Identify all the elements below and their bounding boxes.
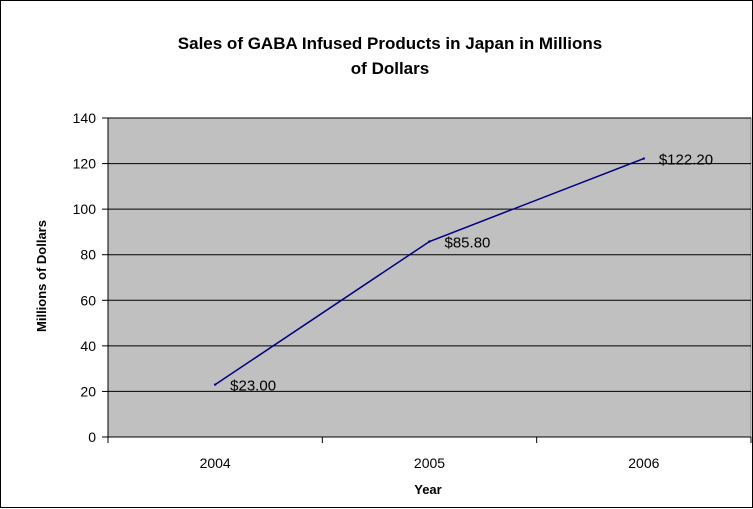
data-point [642,157,646,160]
data-label: $122.20 [659,152,713,169]
data-label: $23.00 [230,378,276,395]
data-label: $85.80 [445,234,491,251]
chart-title-line-2: of Dollars [351,59,429,78]
y-tick-label: 80 [80,247,96,263]
y-tick-label: 120 [73,156,97,172]
plot-area [107,117,752,438]
y-tick-label: 20 [80,383,96,399]
x-axis-title: Year [414,482,441,497]
y-tick-label: 0 [88,429,96,445]
grid-lines [108,117,751,392]
data-point [428,240,431,243]
x-tick-label: 2005 [414,455,445,471]
data-labels: $23.00 $85.80 $122.20 [230,152,713,395]
y-axis-title: Millions of Dollars [34,220,49,332]
y-tick-label: 40 [80,338,96,354]
x-tick-label: 2006 [628,455,659,471]
y-tick-label: 100 [73,201,97,217]
y-tick-label: 60 [80,292,96,308]
axes: 0 20 40 60 80 100 120 140 2004 2005 2006 [73,110,752,471]
y-tick-label: 140 [73,110,97,126]
chart-title-line-1: Sales of GABA Infused Products in Japan … [178,34,602,53]
series-layer [213,157,646,386]
x-tick-label: 2004 [200,455,231,471]
data-point [213,383,217,386]
